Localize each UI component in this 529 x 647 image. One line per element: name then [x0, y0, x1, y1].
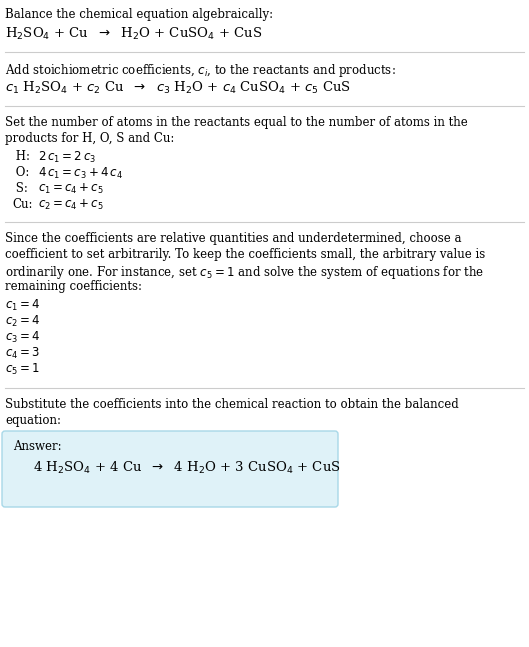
Text: $c_2 = c_4 + c_5$: $c_2 = c_4 + c_5$ — [38, 198, 104, 212]
Text: $c_5 = 1$: $c_5 = 1$ — [5, 362, 40, 377]
Text: $c_2 = 4$: $c_2 = 4$ — [5, 314, 40, 329]
Text: Set the number of atoms in the reactants equal to the number of atoms in the: Set the number of atoms in the reactants… — [5, 116, 468, 129]
Text: $4\,c_1 = c_3 + 4\,c_4$: $4\,c_1 = c_3 + 4\,c_4$ — [38, 166, 123, 181]
Text: remaining coefficients:: remaining coefficients: — [5, 280, 142, 293]
Text: Balance the chemical equation algebraically:: Balance the chemical equation algebraica… — [5, 8, 273, 21]
Text: H:: H: — [12, 150, 30, 163]
Text: Since the coefficients are relative quantities and underdetermined, choose a: Since the coefficients are relative quan… — [5, 232, 461, 245]
Text: coefficient to set arbitrarily. To keep the coefficients small, the arbitrary va: coefficient to set arbitrarily. To keep … — [5, 248, 485, 261]
Text: $2\,c_1 = 2\,c_3$: $2\,c_1 = 2\,c_3$ — [38, 150, 96, 165]
Text: Answer:: Answer: — [13, 440, 61, 453]
Text: $c_3 = 4$: $c_3 = 4$ — [5, 330, 40, 345]
Text: S:: S: — [12, 182, 28, 195]
Text: Cu:: Cu: — [12, 198, 32, 211]
Text: O:: O: — [12, 166, 30, 179]
Text: $c_1 = 4$: $c_1 = 4$ — [5, 298, 40, 313]
Text: $c_1 = c_4 + c_5$: $c_1 = c_4 + c_5$ — [38, 182, 104, 196]
Text: products for H, O, S and Cu:: products for H, O, S and Cu: — [5, 132, 175, 145]
Text: H$_2$SO$_4$ + Cu  $\rightarrow$  H$_2$O + CuSO$_4$ + CuS: H$_2$SO$_4$ + Cu $\rightarrow$ H$_2$O + … — [5, 26, 262, 42]
Text: Add stoichiometric coefficients, $c_i$, to the reactants and products:: Add stoichiometric coefficients, $c_i$, … — [5, 62, 396, 79]
Text: 4 H$_2$SO$_4$ + 4 Cu  $\rightarrow$  4 H$_2$O + 3 CuSO$_4$ + CuS: 4 H$_2$SO$_4$ + 4 Cu $\rightarrow$ 4 H$_… — [33, 460, 341, 476]
Text: equation:: equation: — [5, 414, 61, 427]
Text: Substitute the coefficients into the chemical reaction to obtain the balanced: Substitute the coefficients into the che… — [5, 398, 459, 411]
Text: $c_4 = 3$: $c_4 = 3$ — [5, 346, 40, 361]
Text: $c_1$ H$_2$SO$_4$ + $c_2$ Cu  $\rightarrow$  $c_3$ H$_2$O + $c_4$ CuSO$_4$ + $c_: $c_1$ H$_2$SO$_4$ + $c_2$ Cu $\rightarro… — [5, 80, 351, 96]
Text: ordinarily one. For instance, set $c_5 = 1$ and solve the system of equations fo: ordinarily one. For instance, set $c_5 =… — [5, 264, 484, 281]
FancyBboxPatch shape — [2, 431, 338, 507]
